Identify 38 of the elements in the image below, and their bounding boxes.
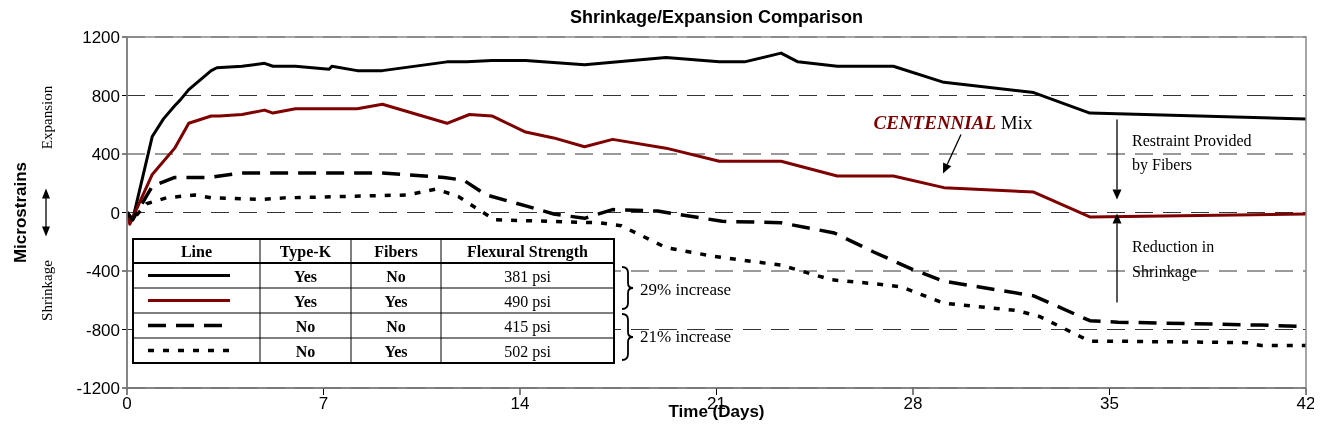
y-tick-label: -1200 [76, 379, 120, 399]
annotation: Yes [384, 342, 408, 360]
annotation: Fibers [374, 243, 418, 260]
annotation: Yes [293, 292, 318, 310]
x-tick-label: 7 [318, 394, 329, 414]
y-tick-label: 800 [91, 86, 120, 106]
annotation: CENTENNIAL Mix [873, 111, 1033, 133]
y-tick-label: 0 [110, 203, 120, 223]
annotation: No [386, 267, 406, 285]
x-tick-label: 35 [1100, 394, 1119, 414]
annotation: Line [180, 243, 213, 260]
annotation: 490 psi [504, 292, 552, 311]
annotation: Flexural Strength [466, 243, 589, 261]
annotation: No [295, 342, 316, 360]
annotation: Type-K [279, 243, 332, 261]
annotation: 29% increase [640, 280, 732, 299]
annotation: Yes [293, 267, 318, 285]
y-tick-label: -400 [85, 262, 120, 282]
x-tick-label: 14 [510, 394, 530, 414]
annotation: No [386, 317, 406, 335]
x-tick-label: 42 [1296, 394, 1316, 414]
chart-title: Shrinkage/Expansion Comparison [569, 7, 864, 27]
y-tick-label: 400 [91, 145, 120, 165]
y-tick-label: -800 [85, 320, 120, 340]
annotation: Reduction in Shrinkage [1132, 237, 1215, 281]
annotation: 502 psi [504, 342, 552, 361]
text: Expansion [39, 85, 55, 150]
annotation: 381 psi [504, 267, 552, 286]
x-tick-label: 28 [903, 394, 923, 414]
annotation: Restraint Provided by Fibers [1132, 131, 1252, 174]
annotation: 21% increase [640, 327, 732, 346]
annotation: No [295, 317, 316, 335]
y-axis-title: Microstrains [11, 161, 30, 264]
line-series [127, 102, 1306, 226]
annotation: 415 psi [504, 317, 552, 336]
text: Shrinkage [39, 259, 55, 321]
annotation: Yes [384, 292, 408, 310]
y-tick-label: 1200 [82, 28, 120, 48]
